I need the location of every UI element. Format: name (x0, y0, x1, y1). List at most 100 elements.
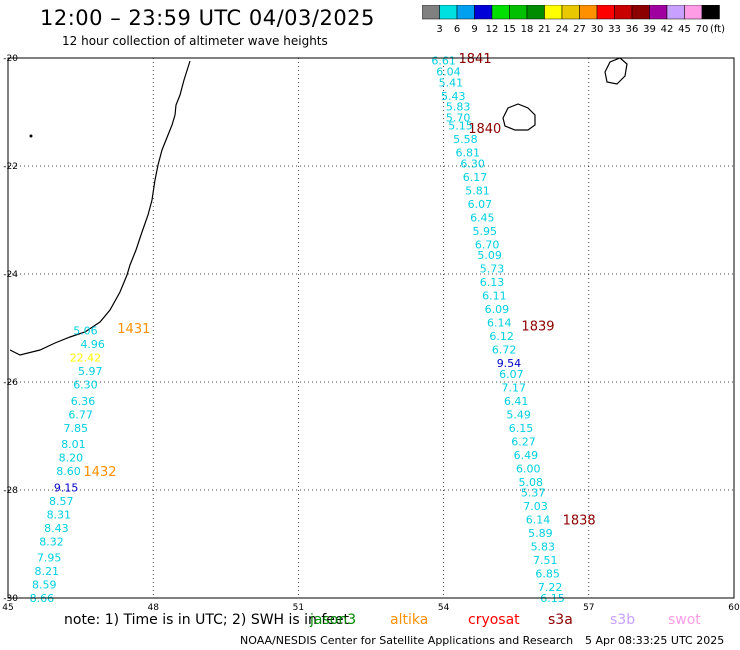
swh-value-label: 9.54 (497, 357, 522, 370)
swh-value-label: 6.00 (516, 462, 541, 475)
map-frame (7, 57, 735, 599)
swh-value-label: 5.37 (521, 487, 546, 500)
colorbar-tick-label: 3 (436, 24, 442, 35)
swh-value-label: 7.03 (523, 500, 548, 513)
lat-tick-label: -22 (3, 162, 18, 172)
pass-time-label: 1431 (117, 322, 150, 337)
swh-value-label: 5.70 (446, 111, 471, 124)
swh-value-label: 8.57 (49, 495, 74, 508)
lon-tick-label: 57 (583, 603, 594, 610)
swh-value-label: 6.09 (485, 303, 510, 316)
pass-time-label: 1841 (459, 52, 492, 67)
swh-value-label: 6.14 (487, 317, 512, 330)
coastlines (9, 57, 628, 356)
swh-value-label: 8.01 (61, 438, 86, 451)
lon-tick-label: 54 (438, 603, 450, 610)
wave-height-colorbar: 3 6 9 12 15 18 21 24 27 30 33 36 39 42 45 70 (ft) (422, 5, 725, 35)
swh-value-label: 8.43 (44, 522, 69, 535)
colorbar-unit: (ft) (710, 24, 725, 35)
swh-value-label: 5.83 (446, 101, 471, 114)
swh-value-label: 9.15 (54, 481, 79, 494)
small-island (29, 134, 33, 138)
swh-value-label: 6.27 (511, 435, 536, 448)
swh-value-label: 6.49 (514, 449, 539, 462)
swh-value-label: 8.60 (56, 465, 81, 478)
colorbar-tick-label: 70 (696, 24, 709, 35)
lat-tick-label: -30 (3, 594, 18, 604)
swh-value-label: 6.13 (480, 276, 505, 289)
satellite-legend-altika: altika (390, 612, 429, 628)
swh-value-label: 6.30 (73, 379, 98, 392)
swh-value-label: 5.08 (518, 476, 543, 489)
swh-value-label: 8.59 (32, 579, 57, 592)
footer-note: note: 1) Time is in UTC; 2) SWH is in fe… (64, 612, 350, 628)
swh-value-label: 7.17 (502, 381, 527, 394)
madagascar-coastline (9, 60, 191, 356)
time-labels: 1841 1840 1839 1838 1431 1432 (83, 52, 595, 529)
swh-value-label: 5.06 (73, 325, 98, 338)
swh-value-label: 6.12 (489, 330, 514, 343)
colorbar-tick-label: 39 (643, 24, 656, 35)
satellite-legend-jason3: jason3 (310, 612, 357, 628)
colorbar-swatch (701, 5, 720, 20)
swh-value-label: 6.81 (456, 147, 481, 160)
swh-value-label: 5.49 (506, 408, 531, 421)
map-axes: 45 48 51 54 57 60 -20 -22 -24 -26 -28 -30 (2, 54, 740, 610)
colorbar-tick-label: 15 (503, 24, 516, 35)
wave-height-map: 6.616.045.415.435.835.705.155.586.816.30… (2, 52, 740, 610)
swh-value-label: 7.85 (64, 422, 89, 435)
swh-value-label: 6.30 (460, 157, 485, 170)
satellite-legend-swot: swot (668, 612, 701, 628)
swh-value-label: 5.97 (78, 365, 103, 378)
pass-time-label: 1840 (468, 122, 501, 137)
swh-value-label: 6.07 (468, 198, 493, 211)
lon-tick-label: 48 (147, 603, 159, 610)
swh-labels: 6.616.045.415.435.835.705.155.586.816.30… (30, 55, 565, 605)
reunion-coastline (502, 103, 536, 131)
swh-value-label: 6.36 (71, 395, 96, 408)
swh-value-label: 6.45 (470, 211, 495, 224)
satellite-legend-cryosat: cryosat (468, 612, 520, 628)
swh-value-label: 6.04 (436, 66, 461, 79)
lon-tick-label: 45 (2, 603, 13, 610)
colorbar-tick-label: 21 (538, 24, 551, 35)
swh-value-label: 6.17 (463, 171, 488, 184)
colorbar-tick-label: 27 (573, 24, 586, 35)
swh-value-label: 5.09 (477, 249, 502, 262)
swh-value-label: 5.73 (480, 263, 505, 276)
colorbar-tick-label: 36 (626, 24, 639, 35)
lat-tick-label: -24 (3, 270, 18, 280)
swh-value-label: 5.15 (448, 120, 473, 133)
swh-value-label: 8.31 (47, 508, 72, 521)
footer-credit: NOAA/NESDIS Center for Satellite Applica… (240, 634, 574, 647)
colorbar-tick-label: 12 (486, 24, 499, 35)
swh-value-label: 6.14 (526, 514, 551, 527)
pass-time-label: 1838 (563, 514, 596, 529)
footer-date: 5 Apr 08:33:25 UTC 2025 (585, 634, 725, 647)
swh-value-label: 6.07 (499, 368, 524, 381)
pass-time-label: 1432 (83, 465, 116, 480)
swh-value-label: 8.20 (59, 452, 84, 465)
colorbar-tick-label: 9 (471, 24, 477, 35)
colorbar-tick-label: 30 (591, 24, 604, 35)
swh-value-label: 7.22 (538, 581, 563, 594)
swh-value-label: 5.58 (453, 133, 478, 146)
colorbar-tick-label: 45 (678, 24, 691, 35)
lon-tick-label: 60 (728, 603, 740, 610)
swh-value-label: 5.89 (528, 527, 553, 540)
mauritius-coastline (604, 57, 628, 85)
colorbar-tick-label: 24 (556, 24, 569, 35)
swh-value-label: 6.11 (482, 290, 507, 303)
colorbar-tick-label: 18 (521, 24, 534, 35)
swh-value-label: 5.41 (439, 76, 464, 89)
swh-value-label: 5.83 (531, 541, 556, 554)
map-subtitle: 12 hour collection of altimeter wave hei… (62, 34, 328, 48)
lat-tick-label: -26 (3, 378, 18, 388)
swh-value-label: 6.72 (492, 344, 517, 357)
swh-value-label: 5.43 (441, 90, 466, 103)
colorbar-tick-label: 6 (454, 24, 460, 35)
colorbar-tick-label: 42 (661, 24, 674, 35)
map-title: 12:00 – 23:59 UTC 04/03/2025 (40, 6, 375, 30)
satellite-legend-s3a: s3a (548, 612, 573, 628)
swh-value-label: 6.77 (68, 408, 93, 421)
